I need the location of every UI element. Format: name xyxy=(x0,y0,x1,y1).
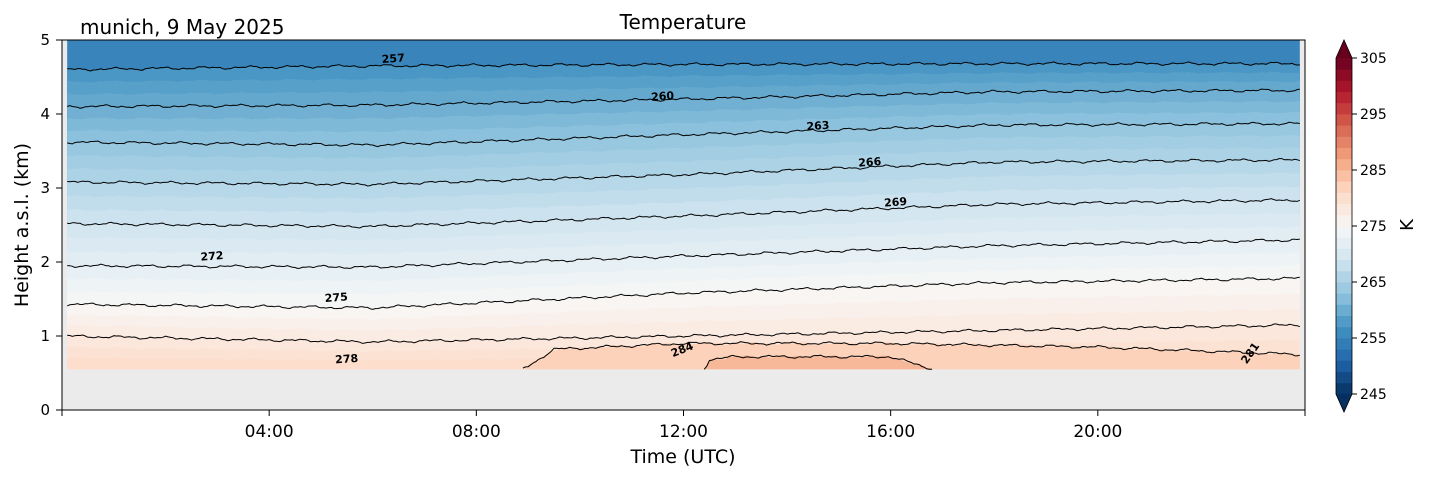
contour-line-278 xyxy=(67,323,1300,344)
chart-title: Temperature xyxy=(619,10,747,34)
colorbar-segment xyxy=(1336,192,1352,204)
colorbar xyxy=(1335,39,1353,413)
colorbar-tick-label: 285 xyxy=(1360,163,1387,179)
colorbar-segment xyxy=(1336,58,1352,70)
colorbar-ticks: 245 255 265 275 285 295 305 xyxy=(1352,51,1387,403)
contour-label-269: 269 xyxy=(884,195,908,210)
colorbar-label: K xyxy=(1397,218,1418,231)
contour-line-260 xyxy=(67,88,1300,109)
contour-label-278: 278 xyxy=(335,352,359,367)
colorbar-segment xyxy=(1336,102,1352,115)
colorbar-extend-max xyxy=(1336,40,1352,58)
colorbar-segment xyxy=(1336,304,1352,316)
colorbar-segment xyxy=(1336,69,1352,81)
colorbar-segment xyxy=(1336,315,1352,328)
chart-subtitle: munich, 9 May 2025 xyxy=(80,15,284,39)
contour-line-284 xyxy=(703,354,933,370)
y-tick-label: 5 xyxy=(40,31,50,49)
contour-label-266: 266 xyxy=(858,155,882,170)
y-tick-label: 1 xyxy=(40,327,50,345)
colorbar-segment xyxy=(1336,259,1352,272)
x-tick-label: 12:00 xyxy=(659,422,708,442)
colorbar-segment xyxy=(1336,248,1352,260)
colorbar-segment xyxy=(1336,270,1352,283)
colorbar-segment xyxy=(1336,181,1352,193)
colorbar-segment xyxy=(1336,91,1352,104)
x-tick-label: 16:00 xyxy=(866,422,915,442)
colorbar-tick-label: 245 xyxy=(1360,387,1387,403)
colorbar-segment xyxy=(1336,125,1352,137)
colorbar-segment xyxy=(1336,293,1352,305)
colorbar-segment xyxy=(1336,326,1352,339)
contour-line-269 xyxy=(67,198,1300,229)
colorbar-segment xyxy=(1336,360,1352,372)
contour-label-272: 272 xyxy=(200,249,224,264)
x-tick-label: 08:00 xyxy=(452,422,501,442)
colorbar-tick-label: 305 xyxy=(1360,51,1387,67)
contour-label-257: 257 xyxy=(381,51,405,66)
y-axis-label: Height a.s.l. (km) xyxy=(11,143,33,307)
y-tick-label: 2 xyxy=(40,253,50,271)
contour-line-281 xyxy=(522,341,1300,369)
x-axis-label: Time (UTC) xyxy=(629,446,735,468)
colorbar-segment xyxy=(1336,214,1352,227)
temperature-contour-lines xyxy=(67,61,1300,370)
colorbar-segment xyxy=(1336,237,1352,249)
contour-label-275: 275 xyxy=(324,290,348,305)
colorbar-segment xyxy=(1336,282,1352,294)
colorbar-segment xyxy=(1336,203,1352,216)
contour-line-272 xyxy=(67,238,1300,270)
y-tick-label: 0 xyxy=(40,401,50,419)
contour-label-263: 263 xyxy=(806,119,830,134)
temperature-filled-contours xyxy=(67,40,1300,370)
colorbar-tick-label: 255 xyxy=(1360,331,1387,347)
colorbar-segment xyxy=(1336,382,1352,395)
contour-label-260: 260 xyxy=(651,89,675,104)
colorbar-segment xyxy=(1336,114,1352,126)
colorbar-segment xyxy=(1336,226,1352,238)
colorbar-segment xyxy=(1336,349,1352,361)
colorbar-segment xyxy=(1336,371,1352,384)
colorbar-tick-label: 265 xyxy=(1360,275,1387,291)
colorbar-segment xyxy=(1336,170,1352,182)
colorbar-segment xyxy=(1336,147,1352,160)
colorbar-tick-label: 295 xyxy=(1360,107,1387,123)
colorbar-extend-min xyxy=(1336,394,1352,412)
colorbar-segment xyxy=(1336,136,1352,148)
x-tick-label: 20:00 xyxy=(1073,422,1122,442)
contour-line-275 xyxy=(67,276,1300,310)
colorbar-segment xyxy=(1336,338,1352,350)
colorbar-tick-label: 275 xyxy=(1360,219,1387,235)
x-axis-ticks: 04:00 08:00 12:00 16:00 20:00 xyxy=(61,410,1306,442)
colorbar-segment xyxy=(1336,158,1352,171)
x-tick-label: 04:00 xyxy=(245,422,294,442)
y-tick-label: 3 xyxy=(40,179,50,197)
contour-line-263 xyxy=(67,121,1300,148)
contour-line-257 xyxy=(67,61,1300,72)
y-axis-ticks: 0 1 2 3 4 5 xyxy=(40,31,62,419)
colorbar-segment xyxy=(1336,80,1352,92)
contour-line-266 xyxy=(67,158,1300,187)
y-tick-label: 4 xyxy=(40,105,50,123)
warm-region-fill xyxy=(704,354,933,370)
